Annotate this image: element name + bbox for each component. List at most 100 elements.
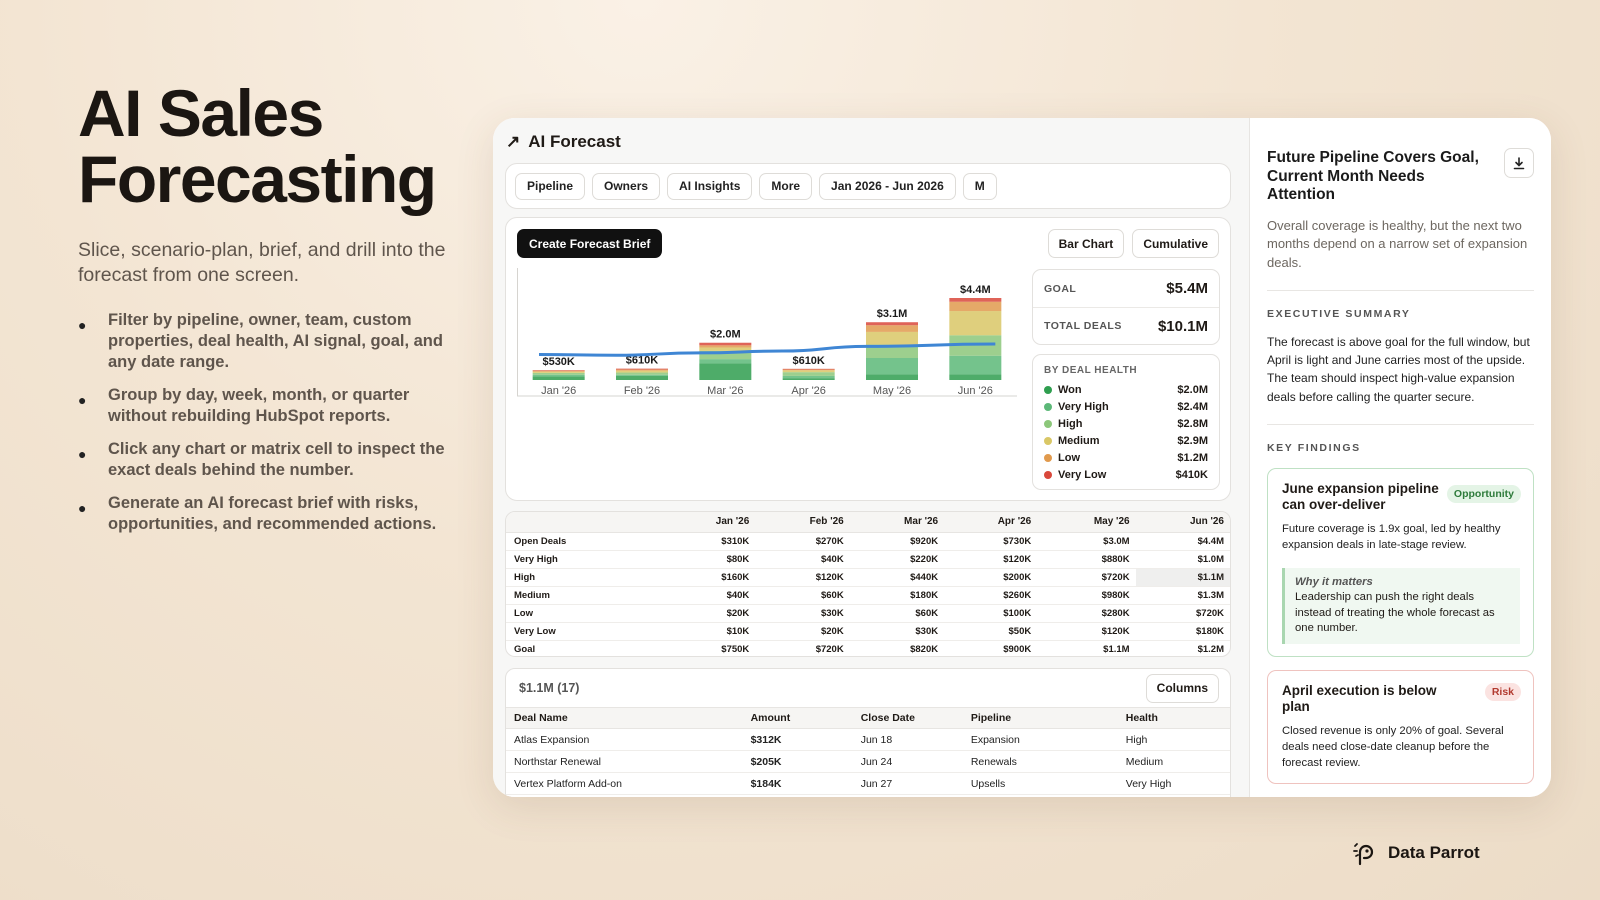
bar-segment-very-low[interactable]: [532, 370, 585, 371]
deals-column-header[interactable]: Amount: [742, 707, 853, 729]
health-row-low[interactable]: Low $1.2M: [1044, 449, 1208, 466]
matrix-cell[interactable]: $1.3M: [1135, 586, 1230, 605]
matrix-cell[interactable]: $200K: [944, 568, 1038, 587]
matrix-cell[interactable]: $220K: [849, 550, 945, 569]
deals-column-header[interactable]: Deal Name: [506, 707, 743, 729]
granularity-selector[interactable]: M: [962, 172, 997, 200]
health-row-very-high[interactable]: Very High $2.4M: [1044, 398, 1208, 415]
matrix-cell[interactable]: $30K: [849, 622, 945, 641]
bar-segment-won[interactable]: [532, 376, 585, 380]
matrix-cell[interactable]: $120K: [755, 568, 850, 587]
deal-row[interactable]: Northstar Renewal $205K Jun 24 Renewals Medi…: [506, 750, 1230, 773]
bar-segment-high[interactable]: [782, 372, 835, 376]
bar-segment-very-low[interactable]: [616, 368, 668, 370]
matrix-cell[interactable]: $440K: [849, 568, 945, 587]
matrix-cell[interactable]: $20K: [755, 622, 850, 641]
bar-segment-very-high[interactable]: [616, 374, 668, 376]
matrix-cell[interactable]: $720K: [1135, 604, 1230, 623]
bar-segment-high[interactable]: [699, 350, 752, 360]
bar-segment-low[interactable]: [782, 369, 835, 371]
matrix-cell[interactable]: $1.1M: [1135, 568, 1230, 587]
matrix-cell[interactable]: $40K: [755, 550, 850, 569]
matrix-cell[interactable]: $730K: [944, 532, 1038, 551]
health-row-won[interactable]: Won $2.0M: [1044, 381, 1208, 398]
matrix-cell[interactable]: $260K: [944, 586, 1038, 605]
deal-row[interactable]: Vertex Platform Add-on $184K Jun 27 Upsells…: [506, 772, 1230, 795]
deal-row[interactable]: Atlas Expansion $312K Jun 18 Expansion High: [506, 728, 1230, 751]
matrix-cell[interactable]: $50K: [944, 622, 1038, 641]
forecast-bar-chart[interactable]: $530K Jan '26 $610K Feb '26 $2.0M Mar '26 $610…: [517, 268, 1017, 400]
matrix-cell[interactable]: $720K: [755, 640, 850, 656]
matrix-cell[interactable]: $60K: [849, 604, 945, 623]
health-row-high[interactable]: High $2.8M: [1044, 415, 1208, 432]
bar-segment-very-high[interactable]: [699, 359, 752, 364]
bar-segment-very-low[interactable]: [866, 322, 918, 326]
filter-owners[interactable]: Owners: [592, 172, 661, 200]
filter-pipeline[interactable]: Pipeline: [515, 172, 586, 200]
bar-segment-won[interactable]: [949, 374, 1002, 380]
bar-segment-low[interactable]: [699, 345, 752, 348]
matrix-cell[interactable]: $1.0M: [1135, 550, 1230, 569]
matrix-cell[interactable]: $1.2M: [1135, 640, 1230, 656]
matrix-cell[interactable]: $60K: [755, 586, 850, 605]
bar-segment-low[interactable]: [616, 369, 668, 371]
matrix-cell[interactable]: $4.4M: [1135, 532, 1230, 551]
filter-more[interactable]: More: [759, 172, 813, 200]
bar-segment-medium[interactable]: [616, 370, 668, 373]
matrix-cell[interactable]: $100K: [944, 604, 1038, 623]
matrix-cell[interactable]: $920K: [849, 532, 945, 551]
bar-segment-won[interactable]: [616, 375, 668, 380]
bar-segment-very-low[interactable]: [782, 368, 835, 370]
bar-segment-medium[interactable]: [949, 311, 1002, 336]
matrix-cell[interactable]: $750K: [662, 640, 756, 656]
matrix-cell[interactable]: $20K: [662, 604, 756, 623]
bar-segment-high[interactable]: [532, 372, 585, 375]
health-row-very-low[interactable]: Very Low $410K: [1044, 466, 1208, 483]
deals-column-header[interactable]: Pipeline: [962, 707, 1118, 729]
download-icon[interactable]: [1504, 148, 1534, 178]
bar-segment-very-high[interactable]: [782, 375, 835, 379]
bar-segment-medium[interactable]: [866, 331, 918, 345]
bar-segment-very-high[interactable]: [949, 355, 1002, 375]
matrix-cell[interactable]: $120K: [1037, 622, 1136, 641]
bar-segment-won[interactable]: [782, 378, 835, 380]
bar-segment-high[interactable]: [616, 372, 668, 375]
bar-segment-won[interactable]: [866, 374, 918, 380]
matrix-cell[interactable]: $900K: [944, 640, 1038, 656]
matrix-cell[interactable]: $160K: [662, 568, 756, 587]
matrix-cell[interactable]: $30K: [755, 604, 850, 623]
bar-segment-high[interactable]: [866, 344, 918, 359]
filter-ai-insights[interactable]: AI Insights: [667, 172, 753, 200]
cumulative-toggle[interactable]: Cumulative: [1132, 229, 1219, 258]
matrix-cell[interactable]: $880K: [1037, 550, 1136, 569]
deals-column-header[interactable]: Close Date: [852, 707, 963, 729]
bar-segment-low[interactable]: [949, 301, 1002, 312]
matrix-cell[interactable]: $980K: [1037, 586, 1136, 605]
bar-segment-medium[interactable]: [532, 371, 585, 373]
bar-segment-very-low[interactable]: [949, 298, 1002, 302]
matrix-cell[interactable]: $1.1M: [1037, 640, 1136, 656]
matrix-cell[interactable]: $80K: [662, 550, 756, 569]
bar-segment-very-high[interactable]: [866, 358, 918, 375]
matrix-cell[interactable]: $720K: [1037, 568, 1136, 587]
finding-opportunity-card[interactable]: June expansion pipeline can over-deliver…: [1267, 467, 1534, 657]
matrix-cell[interactable]: $820K: [849, 640, 945, 656]
matrix-cell[interactable]: $10K: [662, 622, 756, 641]
bar-segment-medium[interactable]: [782, 370, 835, 373]
matrix-cell[interactable]: $120K: [944, 550, 1038, 569]
columns-button[interactable]: Columns: [1145, 673, 1219, 703]
bar-segment-won[interactable]: [699, 363, 752, 380]
health-row-medium[interactable]: Medium $2.9M: [1044, 432, 1208, 449]
date-range-picker[interactable]: Jan 2026 - Jun 2026: [819, 172, 956, 200]
bar-chart-toggle[interactable]: Bar Chart: [1047, 229, 1125, 258]
finding-risk-card[interactable]: April execution is below plan Risk Close…: [1267, 669, 1534, 784]
bar-segment-very-low[interactable]: [699, 342, 752, 346]
bar-segment-low[interactable]: [532, 370, 585, 372]
matrix-cell[interactable]: $270K: [755, 532, 850, 551]
matrix-cell[interactable]: $180K: [849, 586, 945, 605]
bar-segment-low[interactable]: [866, 325, 918, 332]
create-forecast-brief-button[interactable]: Create Forecast Brief: [517, 229, 663, 258]
matrix-cell[interactable]: $280K: [1037, 604, 1136, 623]
bar-segment-medium[interactable]: [699, 347, 752, 351]
bar-segment-very-high[interactable]: [532, 374, 585, 377]
